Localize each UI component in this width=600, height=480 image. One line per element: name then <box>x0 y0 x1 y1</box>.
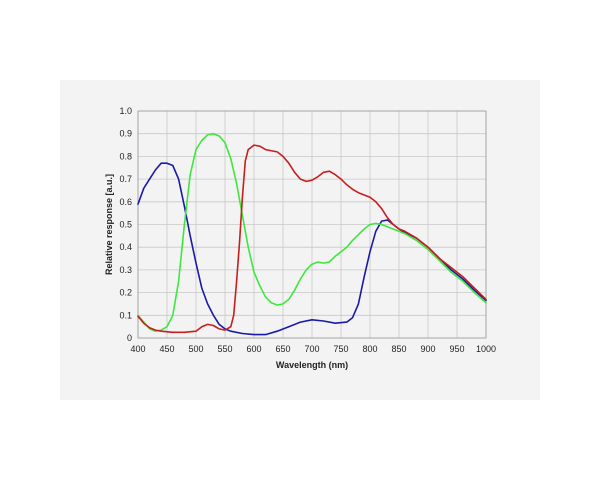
plot-frame <box>137 110 487 339</box>
x-tick-label: 600 <box>246 344 261 354</box>
x-tick-label: 1000 <box>476 344 496 354</box>
x-tick-label: 400 <box>130 344 145 354</box>
x-axis-label: Wavelength (nm) <box>276 360 348 370</box>
y-tick-label: 0.5 <box>119 220 132 230</box>
y-tick-label: 0.3 <box>119 265 132 275</box>
series-line-3 <box>137 144 487 334</box>
x-tick-label: 500 <box>188 344 203 354</box>
x-tick-label: 650 <box>275 344 290 354</box>
x-axis-ticks: 400 450 500 550 600 650 700 750 800 850 900 950 1000 <box>130 344 496 354</box>
y-tick-label: 0.9 <box>119 129 132 139</box>
y-tick-label: 0.4 <box>119 242 132 252</box>
y-tick-label: 0.1 <box>119 310 132 320</box>
y-tick-label: 1.0 <box>119 106 132 116</box>
y-tick-label: 0 <box>127 333 132 343</box>
x-tick-label: 900 <box>420 344 435 354</box>
x-tick-label: 450 <box>159 344 174 354</box>
x-tick-label: 550 <box>217 344 232 354</box>
y-tick-label: 0.7 <box>119 174 132 184</box>
y-tick-label: 0.6 <box>119 197 132 207</box>
y-tick-label: 0.8 <box>119 151 132 161</box>
series-line-1 <box>137 162 487 336</box>
y-axis-label: Relative response [a.u.] <box>104 174 114 275</box>
x-tick-label: 950 <box>449 344 464 354</box>
x-tick-label: 800 <box>362 344 377 354</box>
spectral-response-chart: 400 450 500 550 600 650 700 750 800 850 900 950 1000… <box>104 106 496 370</box>
y-tick-label: 0.2 <box>119 288 132 298</box>
series-line-2 <box>137 132 487 332</box>
grid <box>137 110 487 339</box>
series-layer <box>137 132 487 336</box>
x-tick-label: 750 <box>333 344 348 354</box>
x-tick-label: 700 <box>304 344 319 354</box>
y-axis-ticks: 0 0.1 0.2 0.3 0.4 0.5 0.6 0.7 0.8 0.9 1.0 <box>119 106 132 343</box>
chart-panel: 400 450 500 550 600 650 700 750 800 850 900 950 1000… <box>60 80 540 400</box>
x-tick-label: 850 <box>391 344 406 354</box>
